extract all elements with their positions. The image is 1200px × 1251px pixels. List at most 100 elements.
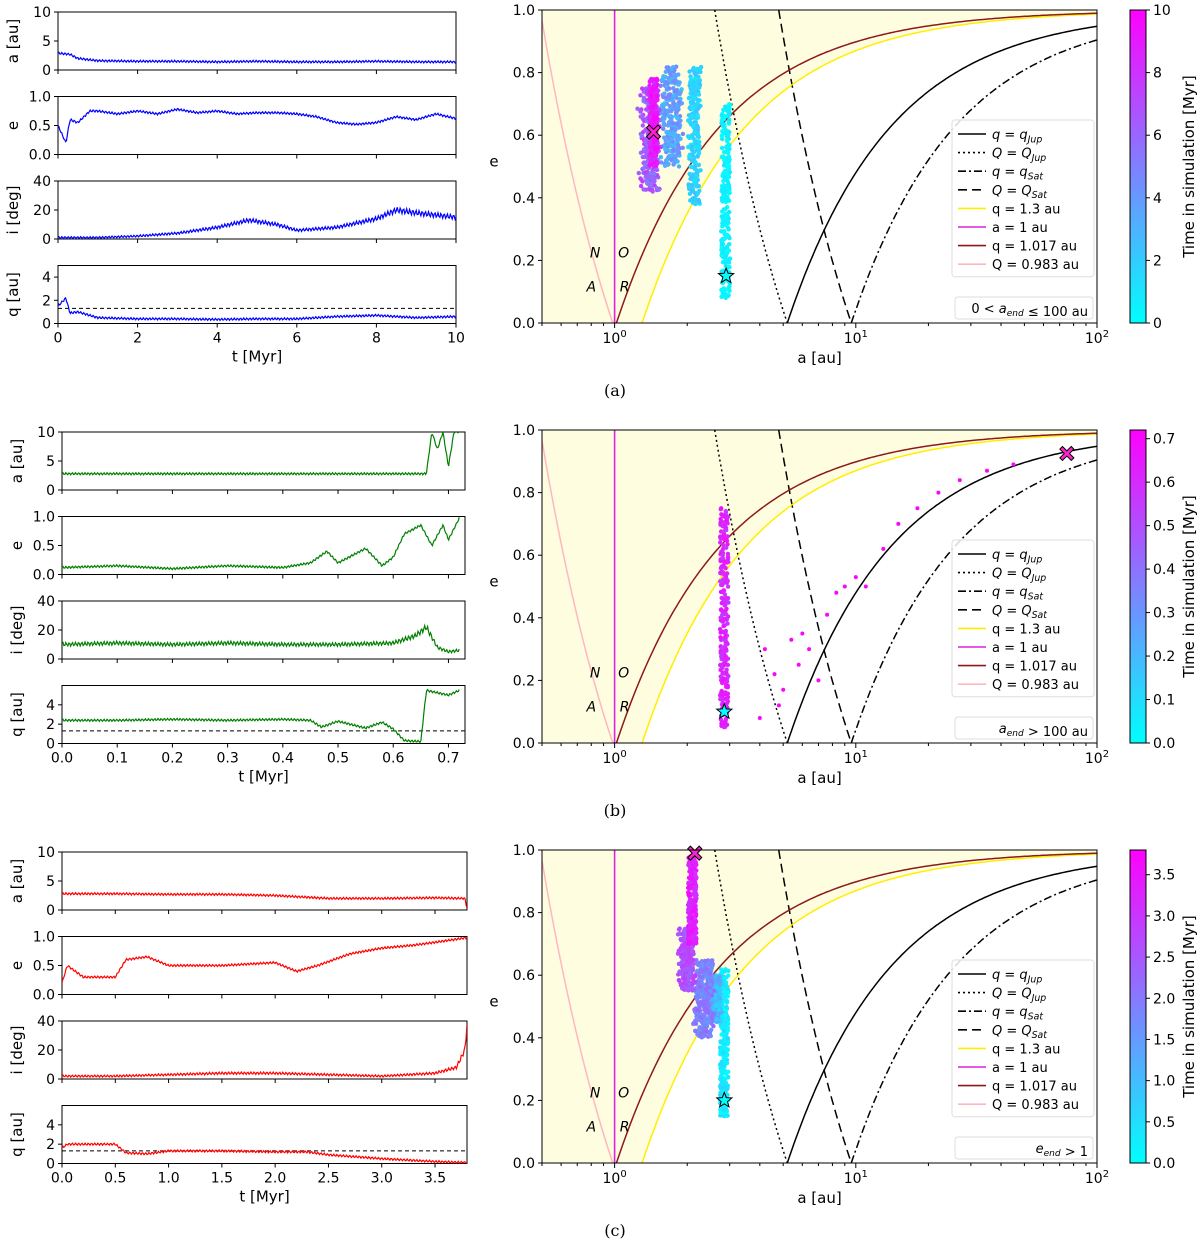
trajectory-point [723, 254, 728, 260]
trajectory-point [724, 692, 729, 697]
series-line [62, 688, 460, 744]
series-layer [58, 206, 456, 239]
trajectory-point [725, 621, 730, 626]
region-letter-r: R [620, 700, 630, 716]
trajectory-point [690, 196, 696, 201]
colorbar-label: Time in simulation [Myr] [1180, 495, 1198, 679]
y-tick-label: 0.2 [513, 1093, 535, 1109]
y-tick-label: 0.4 [513, 191, 535, 207]
y-tick-label: 0 [46, 903, 55, 919]
legend-entry: q = qSat [992, 1005, 1043, 1022]
y-tick-label: 1.0 [513, 3, 535, 19]
x-tick-label: 2 [133, 331, 142, 347]
trajectory-point [724, 244, 730, 249]
trajectory-point [638, 183, 644, 189]
trajectory-point [957, 478, 962, 483]
trajectory-point [681, 967, 687, 973]
trajectory-point [690, 872, 695, 877]
annotation-text: 0 < aend ≤ 100 au [971, 302, 1088, 320]
trajectory-point [807, 647, 812, 652]
trajectory-point [686, 931, 691, 936]
subplot-e: 0.0 0.5 1.0 e [8, 930, 468, 1004]
trajectory-point [727, 190, 732, 196]
trajectory-point [682, 976, 687, 981]
series-line [62, 936, 467, 984]
x-tick-label: 0.4 [272, 751, 294, 767]
trajectory-point [649, 93, 654, 98]
trajectory-point [722, 537, 727, 542]
trajectory-point [719, 1080, 724, 1086]
trajectory-point [725, 584, 731, 589]
trajectory-point [719, 113, 724, 118]
trajectory-point [696, 197, 701, 203]
x-axis-label: t [Myr] [239, 1188, 289, 1206]
region-letter-r: R [620, 280, 630, 296]
trajectory-point [664, 158, 669, 163]
trajectory-point [727, 117, 732, 123]
x-tick-label: 101 [844, 329, 868, 347]
trajectory-point [708, 982, 713, 987]
series-line [62, 432, 460, 476]
trajectory-point [724, 248, 729, 254]
trajectory-point [697, 78, 702, 84]
trajectory-point [687, 955, 692, 960]
legend-entry: q = 1.3 au [992, 622, 1060, 637]
x-tick-label: 4 [213, 331, 222, 347]
boundary-q-1-017-au [615, 432, 1097, 743]
trajectory-point [692, 138, 698, 143]
ae-plane-2: A N O R 0.0 0.2 0.4 0.6 0.8 1.0 e 100 101 102 a [au] q … [489, 843, 1198, 1207]
trajectory-point [718, 1084, 723, 1089]
trajectory-point [724, 514, 729, 519]
y-tick-label: 0.6 [513, 968, 535, 984]
subplot-frame [61, 1020, 468, 1080]
trajectory-point [681, 984, 687, 990]
series-layer [62, 1142, 467, 1164]
trajectory-point [688, 122, 694, 127]
trajectory-point [690, 85, 696, 90]
trajectory-point [726, 973, 731, 978]
trajectory-point [711, 1011, 716, 1016]
legend-entry: Q = QJup [992, 987, 1046, 1004]
trajectory-point [718, 516, 723, 522]
y-tick-label: 0.0 [513, 316, 535, 332]
trajectory-point [676, 150, 682, 155]
annotation-frame [954, 1136, 1094, 1160]
annotation-box: eend > 1 [954, 1136, 1094, 1160]
legend-entry: a = 1 au [992, 1061, 1048, 1076]
colorbar-tick-label: 0.0 [1153, 1156, 1175, 1172]
trajectory-point [696, 106, 701, 111]
trajectory-point [726, 174, 732, 180]
trajectory-point [695, 112, 700, 118]
trajectory-point [652, 171, 657, 177]
trajectory-point [721, 724, 726, 730]
subplot-i: 0 20 40 i [deg] [8, 1014, 468, 1088]
trajectory-point [684, 959, 689, 964]
trajectory-point [726, 121, 732, 126]
colorbar [1129, 849, 1147, 1164]
trajectory-point [686, 885, 691, 890]
annotation-text: eend > 1 [1036, 1142, 1088, 1160]
x-tick-label: 3.5 [424, 1171, 446, 1187]
trajectory-point [689, 77, 694, 82]
trajectory-point [721, 1050, 726, 1056]
boundary-q-q-jup [786, 865, 1097, 1163]
legend-entry: q = 1.017 au [992, 1080, 1077, 1095]
subplot-a: 0 5 10 a [au] [4, 5, 457, 79]
trajectory-point [638, 176, 643, 181]
trajectory-point [722, 969, 727, 974]
series-line [58, 51, 456, 64]
trajectory-point [693, 940, 698, 945]
plot-frame [541, 9, 1098, 324]
trajectory-point [723, 207, 728, 212]
trajectory-point [675, 102, 680, 107]
boundary-q-q-jup [713, 430, 789, 743]
trajectory-point [722, 996, 727, 1001]
trajectory-point [724, 700, 730, 706]
neo-region [542, 430, 1097, 743]
legend-entry: q = 1.3 au [992, 1042, 1060, 1057]
trajectory-point [669, 136, 674, 142]
trajectory-point [671, 93, 676, 98]
trajectory-point [723, 104, 728, 109]
region-letter-n: N [590, 1085, 601, 1101]
x-tick-label: 0.5 [327, 751, 349, 767]
